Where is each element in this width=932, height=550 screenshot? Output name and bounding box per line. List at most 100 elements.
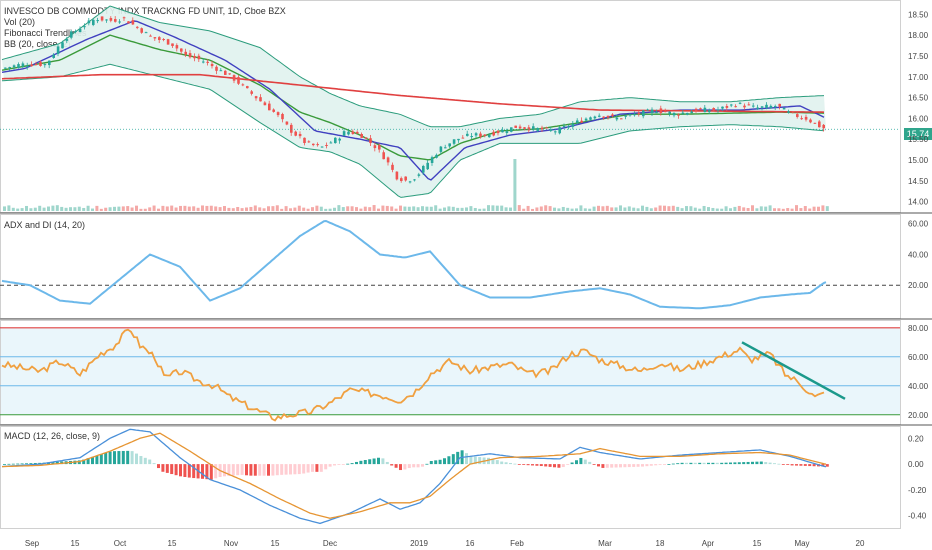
candle-body [175, 45, 179, 49]
macd-histogram-bar [82, 459, 86, 465]
volume-bar [443, 207, 446, 211]
indicator-bollinger[interactable]: BB (20, close, 2) [4, 39, 71, 49]
candle-body [474, 133, 478, 136]
candle-body [122, 17, 126, 19]
price-axis-tick-label: 15.00 [908, 156, 929, 165]
volume-bar [170, 205, 174, 211]
candle-body [620, 118, 623, 120]
candle-body [202, 61, 205, 63]
macd-histogram-bar [421, 464, 424, 467]
volume-bar [293, 207, 297, 211]
volume-bar [623, 207, 627, 211]
indicator-fibonacci[interactable]: Fibonacci Trendlines [4, 28, 87, 38]
candle-body [699, 108, 702, 110]
study-axis-tick-label: 20.00 [908, 411, 929, 420]
macd-histogram-bar [337, 464, 341, 465]
macd-histogram-bar [720, 462, 724, 465]
candle-body [285, 121, 289, 125]
candle-body [426, 162, 429, 170]
candle-body [637, 112, 641, 115]
macd-histogram-bar [91, 456, 94, 465]
volume-bar [460, 207, 464, 211]
macd-histogram-bar [478, 457, 482, 465]
candle-body [743, 105, 746, 108]
candle-body [518, 126, 522, 129]
volume-bar [451, 206, 455, 211]
candle-body [351, 131, 355, 135]
candle-body [228, 73, 231, 75]
candle-body [8, 66, 11, 68]
indicator-volume[interactable]: Vol (20) [4, 17, 36, 27]
x-axis-tick-label: Apr [702, 539, 715, 548]
macd-histogram-bar [812, 464, 816, 467]
volume-bar [297, 205, 301, 211]
candle-body [483, 134, 487, 136]
macd-histogram-bar [671, 463, 675, 465]
price-axis-tick-label: 18.00 [908, 31, 929, 40]
volume-bar [557, 208, 561, 211]
macd-histogram-bar [121, 450, 125, 465]
macd-histogram-bar [781, 464, 785, 465]
volume-bar [597, 205, 600, 211]
volume-bar [82, 207, 86, 211]
macd-histogram-bar [77, 460, 81, 465]
volume-bar [553, 207, 556, 211]
candle-body [232, 75, 236, 81]
candle-body [492, 131, 495, 136]
volume-bar [561, 206, 565, 211]
macd-histogram-bar [645, 464, 649, 467]
macd-histogram-bar [223, 464, 226, 477]
volume-bar [513, 159, 517, 211]
volume-bar [808, 208, 812, 211]
macd-histogram-bar [685, 462, 688, 465]
volume-bar [25, 205, 28, 211]
volume-bar [64, 207, 68, 211]
macd-line [1, 428, 827, 525]
macd-histogram-bar [328, 464, 332, 467]
price-axis-tick-label: 17.50 [908, 52, 929, 61]
macd-histogram-bar [429, 461, 433, 465]
volume-bar [799, 208, 803, 211]
x-axis-tick-label: Sep [25, 539, 40, 548]
candle-body [307, 141, 311, 143]
volume-bar [69, 207, 72, 211]
macd-pane-label[interactable]: MACD (12, 26, close, 9) [4, 431, 101, 441]
macd-histogram-bar [157, 464, 160, 469]
macd-histogram-bar [385, 461, 389, 465]
candle-body [470, 136, 473, 138]
macd-histogram-bar [311, 464, 314, 472]
volume-bar [51, 205, 55, 211]
candle-body [356, 131, 359, 134]
volume-bar [108, 207, 112, 211]
macd-histogram-bar [117, 451, 121, 465]
macd-axis-tick-label: -0.20 [908, 486, 927, 495]
volume-bar [174, 207, 178, 211]
volume-bar [16, 208, 20, 211]
candle-body [800, 118, 803, 120]
candle-body [782, 107, 786, 110]
macd-histogram-bar [531, 464, 534, 466]
price-axis-tick-label: 18.50 [908, 10, 929, 19]
volume-bar [135, 205, 138, 211]
macd-histogram-bar [438, 459, 442, 465]
volume-bar [685, 206, 688, 211]
volume-bar [579, 205, 583, 211]
macd-histogram-bar [768, 462, 772, 465]
chart-legend: INVESCO DB COMMODTY INDX TRACKNG FD UNIT… [4, 6, 286, 50]
candle-body [254, 96, 258, 99]
volume-bar [768, 205, 772, 211]
candle-body [65, 39, 69, 41]
volume-bar [504, 207, 508, 211]
candle-body [818, 121, 821, 128]
price-axis-tick-label: 15.50 [908, 135, 929, 144]
candle-body [659, 108, 663, 113]
macd-histogram-bar [610, 464, 614, 468]
price-axis-tick-label: 17.00 [908, 73, 929, 82]
macd-histogram-bar [724, 462, 728, 465]
volume-bar [482, 208, 486, 211]
volume-bar [205, 205, 209, 211]
candle-body [791, 111, 795, 113]
adx-pane-label[interactable]: ADX and DI (14, 20) [4, 220, 86, 230]
macd-histogram-bar [280, 464, 284, 475]
